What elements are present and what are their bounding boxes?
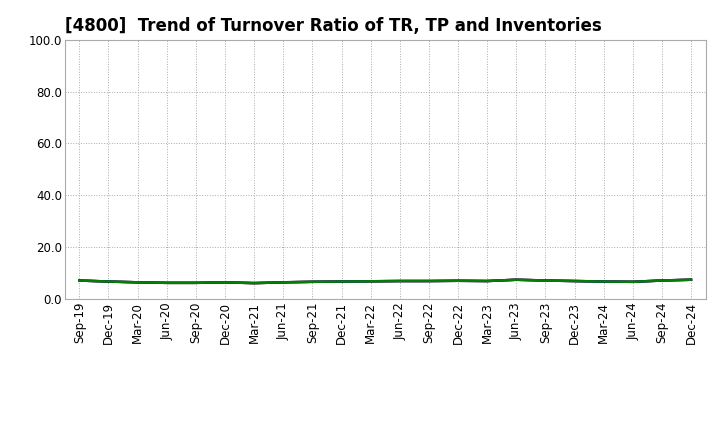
Trade Receivables <box>104 279 113 284</box>
Trade Payables <box>483 279 492 284</box>
Inventories <box>308 279 317 284</box>
Inventories <box>687 277 696 282</box>
Trade Payables <box>220 280 229 285</box>
Inventories <box>395 279 404 284</box>
Trade Receivables <box>308 279 317 284</box>
Line: Inventories: Inventories <box>79 280 691 283</box>
Trade Payables <box>657 278 666 283</box>
Trade Payables <box>133 280 142 285</box>
Trade Payables <box>454 278 462 283</box>
Trade Payables <box>599 279 608 284</box>
Trade Payables <box>250 280 258 286</box>
Trade Receivables <box>75 278 84 283</box>
Inventories <box>366 279 375 284</box>
Inventories <box>570 279 579 284</box>
Trade Payables <box>366 279 375 284</box>
Inventories <box>657 278 666 283</box>
Inventories <box>104 279 113 284</box>
Inventories <box>425 279 433 284</box>
Trade Payables <box>629 279 637 284</box>
Trade Payables <box>687 277 696 282</box>
Trade Receivables <box>192 280 200 286</box>
Trade Receivables <box>541 278 550 283</box>
Trade Receivables <box>133 280 142 285</box>
Inventories <box>163 280 171 286</box>
Trade Receivables <box>220 280 229 285</box>
Trade Receivables <box>599 279 608 284</box>
Inventories <box>541 278 550 283</box>
Trade Payables <box>279 280 287 285</box>
Trade Payables <box>337 279 346 284</box>
Trade Receivables <box>687 277 696 282</box>
Trade Receivables <box>454 278 462 283</box>
Trade Receivables <box>570 279 579 284</box>
Trade Receivables <box>337 279 346 284</box>
Trade Payables <box>425 279 433 284</box>
Inventories <box>75 278 84 283</box>
Trade Receivables <box>512 277 521 282</box>
Inventories <box>133 280 142 285</box>
Trade Receivables <box>366 279 375 284</box>
Trade Payables <box>512 277 521 282</box>
Trade Payables <box>395 279 404 284</box>
Trade Payables <box>192 280 200 286</box>
Trade Receivables <box>629 279 637 284</box>
Line: Trade Receivables: Trade Receivables <box>79 280 691 283</box>
Trade Receivables <box>483 279 492 284</box>
Inventories <box>629 279 637 284</box>
Trade Payables <box>104 279 113 284</box>
Inventories <box>279 280 287 285</box>
Inventories <box>337 279 346 284</box>
Inventories <box>483 279 492 284</box>
Inventories <box>192 280 200 286</box>
Trade Receivables <box>395 279 404 284</box>
Text: [4800]  Trend of Turnover Ratio of TR, TP and Inventories: [4800] Trend of Turnover Ratio of TR, TP… <box>65 17 601 35</box>
Trade Receivables <box>657 278 666 283</box>
Trade Receivables <box>279 280 287 285</box>
Trade Payables <box>570 279 579 284</box>
Trade Payables <box>75 278 84 283</box>
Trade Receivables <box>425 279 433 284</box>
Trade Receivables <box>163 280 171 286</box>
Trade Payables <box>308 279 317 284</box>
Inventories <box>454 278 462 283</box>
Inventories <box>599 279 608 284</box>
Trade Payables <box>541 278 550 283</box>
Trade Receivables <box>250 280 258 286</box>
Line: Trade Payables: Trade Payables <box>79 280 691 283</box>
Trade Payables <box>163 280 171 286</box>
Inventories <box>512 277 521 282</box>
Inventories <box>250 280 258 286</box>
Inventories <box>220 280 229 285</box>
